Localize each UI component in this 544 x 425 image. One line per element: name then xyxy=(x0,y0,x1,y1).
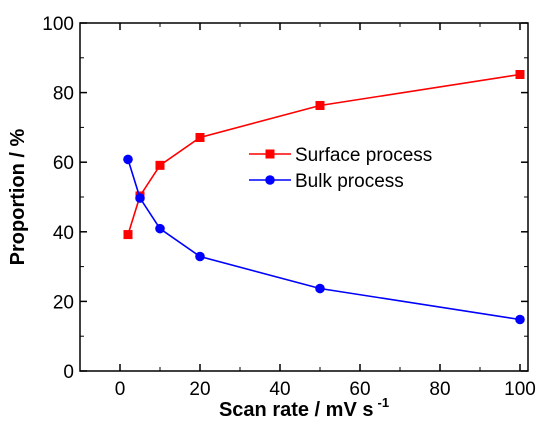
data-point xyxy=(315,100,325,110)
y-tick-label: 40 xyxy=(53,223,74,244)
plot-frame xyxy=(79,22,529,372)
legend-marker xyxy=(265,149,275,159)
y-tick-label: 20 xyxy=(53,292,74,313)
series-layer xyxy=(123,70,525,325)
legend-entry: Surface process xyxy=(249,145,432,166)
x-tick-label: 20 xyxy=(189,379,210,400)
y-tick-label: 100 xyxy=(42,14,74,35)
legend-entry: Bulk process xyxy=(249,171,404,192)
legend: Surface process Bulk process xyxy=(249,145,432,192)
data-point xyxy=(315,283,325,294)
data-point xyxy=(135,193,145,203)
x-tick-label: 60 xyxy=(349,379,370,400)
y-tick-label: 80 xyxy=(53,84,74,105)
data-point xyxy=(155,160,165,170)
data-point xyxy=(195,132,205,142)
legend-label: Surface process xyxy=(295,145,432,166)
data-point xyxy=(155,223,165,234)
y-axis-title: Proportion / % xyxy=(7,128,29,265)
data-point xyxy=(123,230,133,240)
series-2 xyxy=(123,154,525,325)
series-line xyxy=(127,159,521,321)
x-tick-label: 80 xyxy=(429,379,450,400)
x-axis-title-main: Scan rate / mV s xyxy=(219,399,374,421)
legend-marker xyxy=(265,175,275,185)
x-axis-title-superscript: -1 xyxy=(377,395,389,410)
x-tick-label: 40 xyxy=(269,379,290,400)
y-tick-label: 60 xyxy=(53,153,74,174)
x-tick-label: 0 xyxy=(115,379,126,400)
y-axis: 0 20 40 60 80 100 xyxy=(42,14,528,383)
y-tick-label: 0 xyxy=(63,362,74,383)
data-point xyxy=(195,251,205,262)
legend-label: Bulk process xyxy=(295,171,404,192)
x-axis: 0 20 40 60 80 100 xyxy=(115,23,536,400)
data-point xyxy=(515,314,525,325)
x-tick-label: 100 xyxy=(504,379,536,400)
data-point xyxy=(515,70,525,80)
x-axis-title: Scan rate / mV s -1 xyxy=(219,395,389,421)
data-point xyxy=(123,154,133,165)
